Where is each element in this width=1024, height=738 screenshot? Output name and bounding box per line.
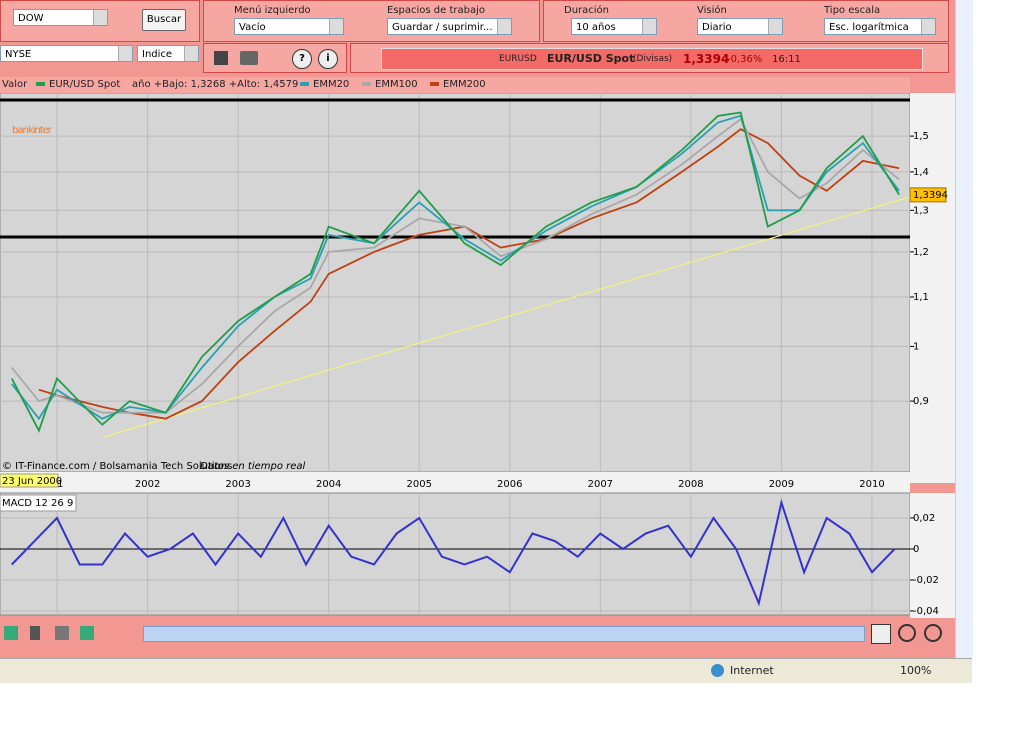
ticker-bar: EURUSD EUR/USD Spot (Divisas) 1,3394 -0,… [350,43,949,73]
ticker-name: EUR/USD Spot [547,52,635,65]
label: Visión [697,5,727,16]
select[interactable]: Diario [697,18,783,35]
x-tick-label: 2010 [859,479,884,490]
y-tick-label: 1,5 [913,131,929,142]
x-tick-label: 2002 [135,479,160,490]
select[interactable]: Guardar / suprimir... [387,18,512,35]
menu-panel: Menú izquierdo Vacío Espacios de trabajo… [203,0,540,42]
legend-text: EMM200 [443,79,486,90]
y-tick-label: 0,9 [913,396,929,407]
last-value-tag [909,187,947,203]
ticker-strip [381,48,923,70]
panel-label-box [0,494,77,512]
zone: Internet [730,664,774,677]
y-tick-label: 1,1 [913,292,929,303]
x-tick-label: 2003 [225,479,250,490]
print-icon[interactable] [240,51,258,65]
window-scrollbar[interactable] [955,0,973,658]
x-tick-label: 2009 [769,479,794,490]
series-line [11,111,900,433]
date-tag [0,473,59,488]
tool-icon[interactable] [30,626,40,640]
credit: © IT-Finance.com / Bolsamania Tech Solut… [2,461,232,472]
y-tick-label: 1 [913,341,919,352]
select[interactable]: 10 años [571,18,657,35]
select[interactable]: Vacío [234,18,344,35]
legend-swatch [430,82,439,86]
legend-entry: EUR/USD Spot [36,79,120,90]
chart: 0 1 2002 2003 2004 2005 2006 2007 2008 2009 2010 1,… [0,93,955,618]
legend-bar: Valor año +Bajo: 1,3268 +Alto: 1,4579 EM… [0,77,910,93]
settings-panel: Duración 10 años Visión Diario Tipo esca… [543,0,949,42]
tool-icon[interactable] [80,626,94,640]
ticker-time: 16:11 [772,54,801,65]
tool-icon[interactable] [55,626,69,640]
legend-range: año +Bajo: 1,3268 +Alto: 1,4579 [132,79,299,90]
x-tick-label: 2007 [588,479,613,490]
legend-swatch [300,82,309,86]
x-tick-label: 2008 [678,479,703,490]
macd-area [0,492,911,616]
ticker-change: -0,36% [727,54,763,65]
label: Espacios de trabajo [387,5,485,16]
scrollbar[interactable] [143,626,865,642]
y-tick-label: 1,4 [913,167,929,178]
search-panel: DOW Buscar [0,0,200,42]
trend-line [103,196,911,438]
tool-icon[interactable] [4,626,18,640]
y-tick-label: -0,02 [913,575,939,586]
series-line [11,114,900,421]
zoom: 100% [900,664,932,677]
x-axis-area [0,472,910,494]
help-icon[interactable]: ? [292,49,312,69]
save-icon[interactable] [214,51,228,65]
legend-entry: EMM20 [300,79,349,90]
market-select[interactable]: NYSE [0,45,133,62]
icon-bar: ? i [203,43,347,73]
x-tick-label: 2005 [407,479,432,490]
last-value-label: 1,3394 [913,190,948,201]
x-tick-label: 2006 [497,479,522,490]
y-tick-label: -0,04 [913,606,939,617]
globe-icon [711,664,724,677]
y-tick-label: 0 [913,544,919,555]
logo: bankinter [12,125,53,136]
ticker-market: (Divisas) [633,54,673,64]
zoom-out[interactable] [898,624,916,642]
info-icon[interactable]: i [318,49,338,69]
x-tick-label: 2004 [316,479,341,490]
credit-note: Datos en tiempo real [200,461,306,472]
legend-swatch [362,82,371,86]
label: Duración [564,5,610,16]
series-line [11,498,896,607]
ticker-symbol: EURUSD [499,54,537,64]
select[interactable]: Esc. logarítmica [824,18,936,35]
macd-axis-area [910,493,955,618]
start-date: 23 Jun 2000 [2,476,62,487]
legend-text: EMM20 [313,79,350,90]
status-bar: Internet 100% [0,658,972,683]
type-select[interactable]: Indice [137,45,199,62]
ticker-price: 1,3394 [683,52,730,66]
legend-text: EMM100 [375,79,418,90]
legend-swatch [36,82,45,86]
y-tick-label: 1,2 [913,247,929,258]
legend-entry: EMM100 [362,79,418,90]
zoom-icon[interactable] [871,624,891,644]
zoom-in[interactable] [924,624,942,642]
legend-entry: EMM200 [430,79,486,90]
y-tick-label: 1,3 [913,205,929,216]
bottom-toolbar [0,622,955,646]
panel-title: MACD 12 26 9 [2,498,73,509]
series-line [11,117,900,414]
search-button[interactable]: Buscar [142,9,186,31]
search-input[interactable]: DOW [13,9,108,26]
label: Menú izquierdo [234,5,311,16]
y-axis-area [910,93,955,483]
legend-label: Valor [2,79,28,90]
legend-text: EUR/USD Spot [49,79,121,90]
label: Tipo escala [824,5,881,16]
y-tick-label: 0,02 [913,513,935,524]
